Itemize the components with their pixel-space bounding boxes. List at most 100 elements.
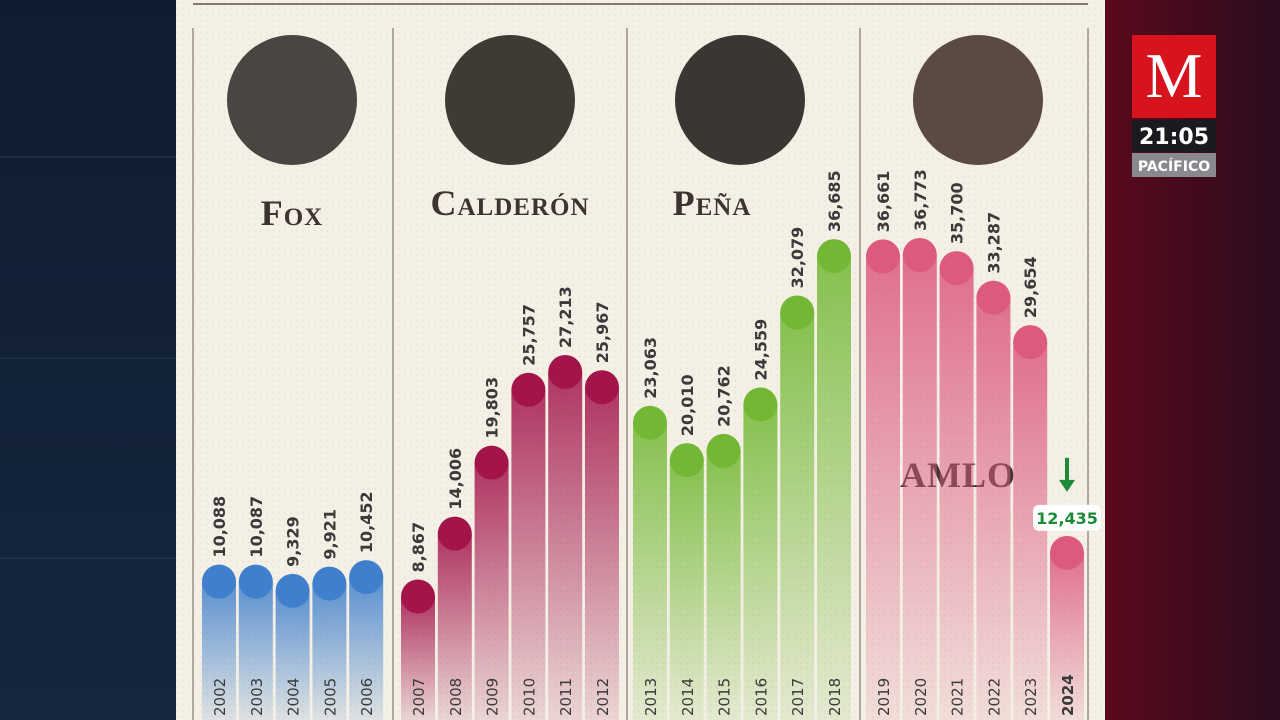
x-tick-label: 2024 [1059, 674, 1077, 716]
x-tick-label: 2021 [949, 678, 967, 716]
bar [1050, 552, 1084, 720]
value-label: 19,803 [483, 377, 502, 439]
value-label: 25,757 [519, 304, 538, 366]
bar-cap [275, 573, 310, 608]
x-tick-label: 2009 [484, 678, 502, 716]
bar-cap [585, 370, 619, 405]
value-label: 20,010 [678, 374, 697, 436]
value-label: 10,088 [210, 496, 229, 558]
bar-cap [817, 239, 851, 274]
bar-cap [939, 251, 974, 286]
bar [743, 404, 778, 720]
bar-cap [511, 372, 546, 407]
bar-cap [706, 433, 741, 468]
bar-cap [669, 443, 704, 478]
bar-cap [866, 239, 900, 274]
bar [437, 533, 472, 720]
x-tick-label: 2004 [285, 678, 303, 716]
bar [401, 596, 435, 720]
bar [976, 297, 1011, 720]
bar-cap [437, 516, 472, 551]
x-tick-label: 2017 [789, 678, 807, 716]
bar-cap [780, 295, 815, 330]
bar [238, 581, 273, 720]
portraits [227, 35, 1043, 165]
bar-cap [633, 405, 667, 440]
bar [349, 577, 384, 720]
x-tick-label: 2006 [358, 678, 376, 716]
x-tick-label: 2012 [594, 678, 612, 716]
value-label: 24,559 [751, 319, 770, 381]
value-label: 35,700 [948, 182, 967, 244]
bar-cap [902, 238, 937, 272]
left-backdrop [0, 0, 176, 720]
logo-box [1132, 35, 1216, 118]
bar-cap [1013, 325, 1048, 360]
x-tick-label: 2016 [752, 678, 770, 716]
bar-cap [474, 445, 509, 480]
portrait [913, 35, 1043, 165]
bar-cap [349, 560, 384, 595]
time-box [1132, 120, 1216, 152]
logo: M 21:05 PACÍFICO [1132, 35, 1216, 177]
bar-cap [976, 280, 1011, 315]
bar [548, 371, 583, 720]
portrait [445, 35, 575, 165]
bar [312, 583, 347, 720]
value-label: 29,654 [1021, 256, 1040, 318]
value-label: 25,967 [593, 301, 612, 363]
bar-cap [238, 564, 273, 599]
bar [817, 256, 851, 720]
bar [633, 422, 667, 720]
group-label: Fox [261, 193, 324, 233]
bar-cap [1050, 535, 1084, 570]
value-label: 10,452 [357, 491, 376, 553]
bar [669, 460, 704, 720]
value-label: 20,762 [715, 365, 734, 427]
x-tick-label: 2002 [211, 678, 229, 716]
x-tick-label: 2010 [520, 678, 538, 716]
chart: Fox 10,088 2002 10,087 2003 9,329 2004 9,921 200… [202, 169, 1101, 720]
x-tick-label: 2005 [321, 678, 339, 716]
backdrop-lines [0, 156, 176, 559]
x-tick-label: 2022 [985, 678, 1003, 716]
bar [902, 255, 937, 720]
value-label: 36,685 [825, 170, 844, 232]
time-zone: PACÍFICO [1138, 158, 1210, 175]
value-label: 14,006 [446, 448, 465, 510]
bar [939, 268, 974, 720]
zone-box [1132, 153, 1216, 177]
bar-cap [312, 566, 347, 601]
bar-cap [743, 387, 778, 422]
x-tick-label: 2008 [447, 678, 465, 716]
group-label: Peña [673, 183, 752, 223]
x-tick-label: 2003 [248, 678, 266, 716]
value-label: 32,079 [788, 227, 807, 289]
x-tick-label: 2018 [826, 678, 844, 716]
value-label: 27,213 [556, 286, 575, 348]
bar [1013, 342, 1048, 720]
down-arrow [1059, 457, 1075, 492]
bar [780, 312, 815, 720]
bar [275, 590, 310, 720]
value-label-box [1033, 504, 1101, 531]
logo-letter: M [1146, 40, 1203, 111]
x-tick-label: 2007 [410, 678, 428, 716]
bar [585, 387, 619, 720]
value-label: 36,661 [874, 171, 893, 233]
bar [202, 581, 236, 720]
bar [706, 450, 741, 720]
x-tick-label: 2011 [557, 678, 575, 716]
bar [511, 389, 546, 720]
x-tick-label: 2020 [912, 678, 930, 716]
bar-cap [548, 354, 583, 389]
group-label: Calderón [430, 183, 589, 223]
value-label: 9,329 [284, 516, 303, 567]
value-label: 33,287 [984, 212, 1003, 274]
value-label: 12,435 [1036, 509, 1098, 528]
clock: 21:05 [1139, 125, 1209, 150]
value-label: 36,773 [911, 169, 930, 231]
x-tick-label: 2015 [716, 678, 734, 716]
value-label: 9,921 [320, 509, 339, 560]
